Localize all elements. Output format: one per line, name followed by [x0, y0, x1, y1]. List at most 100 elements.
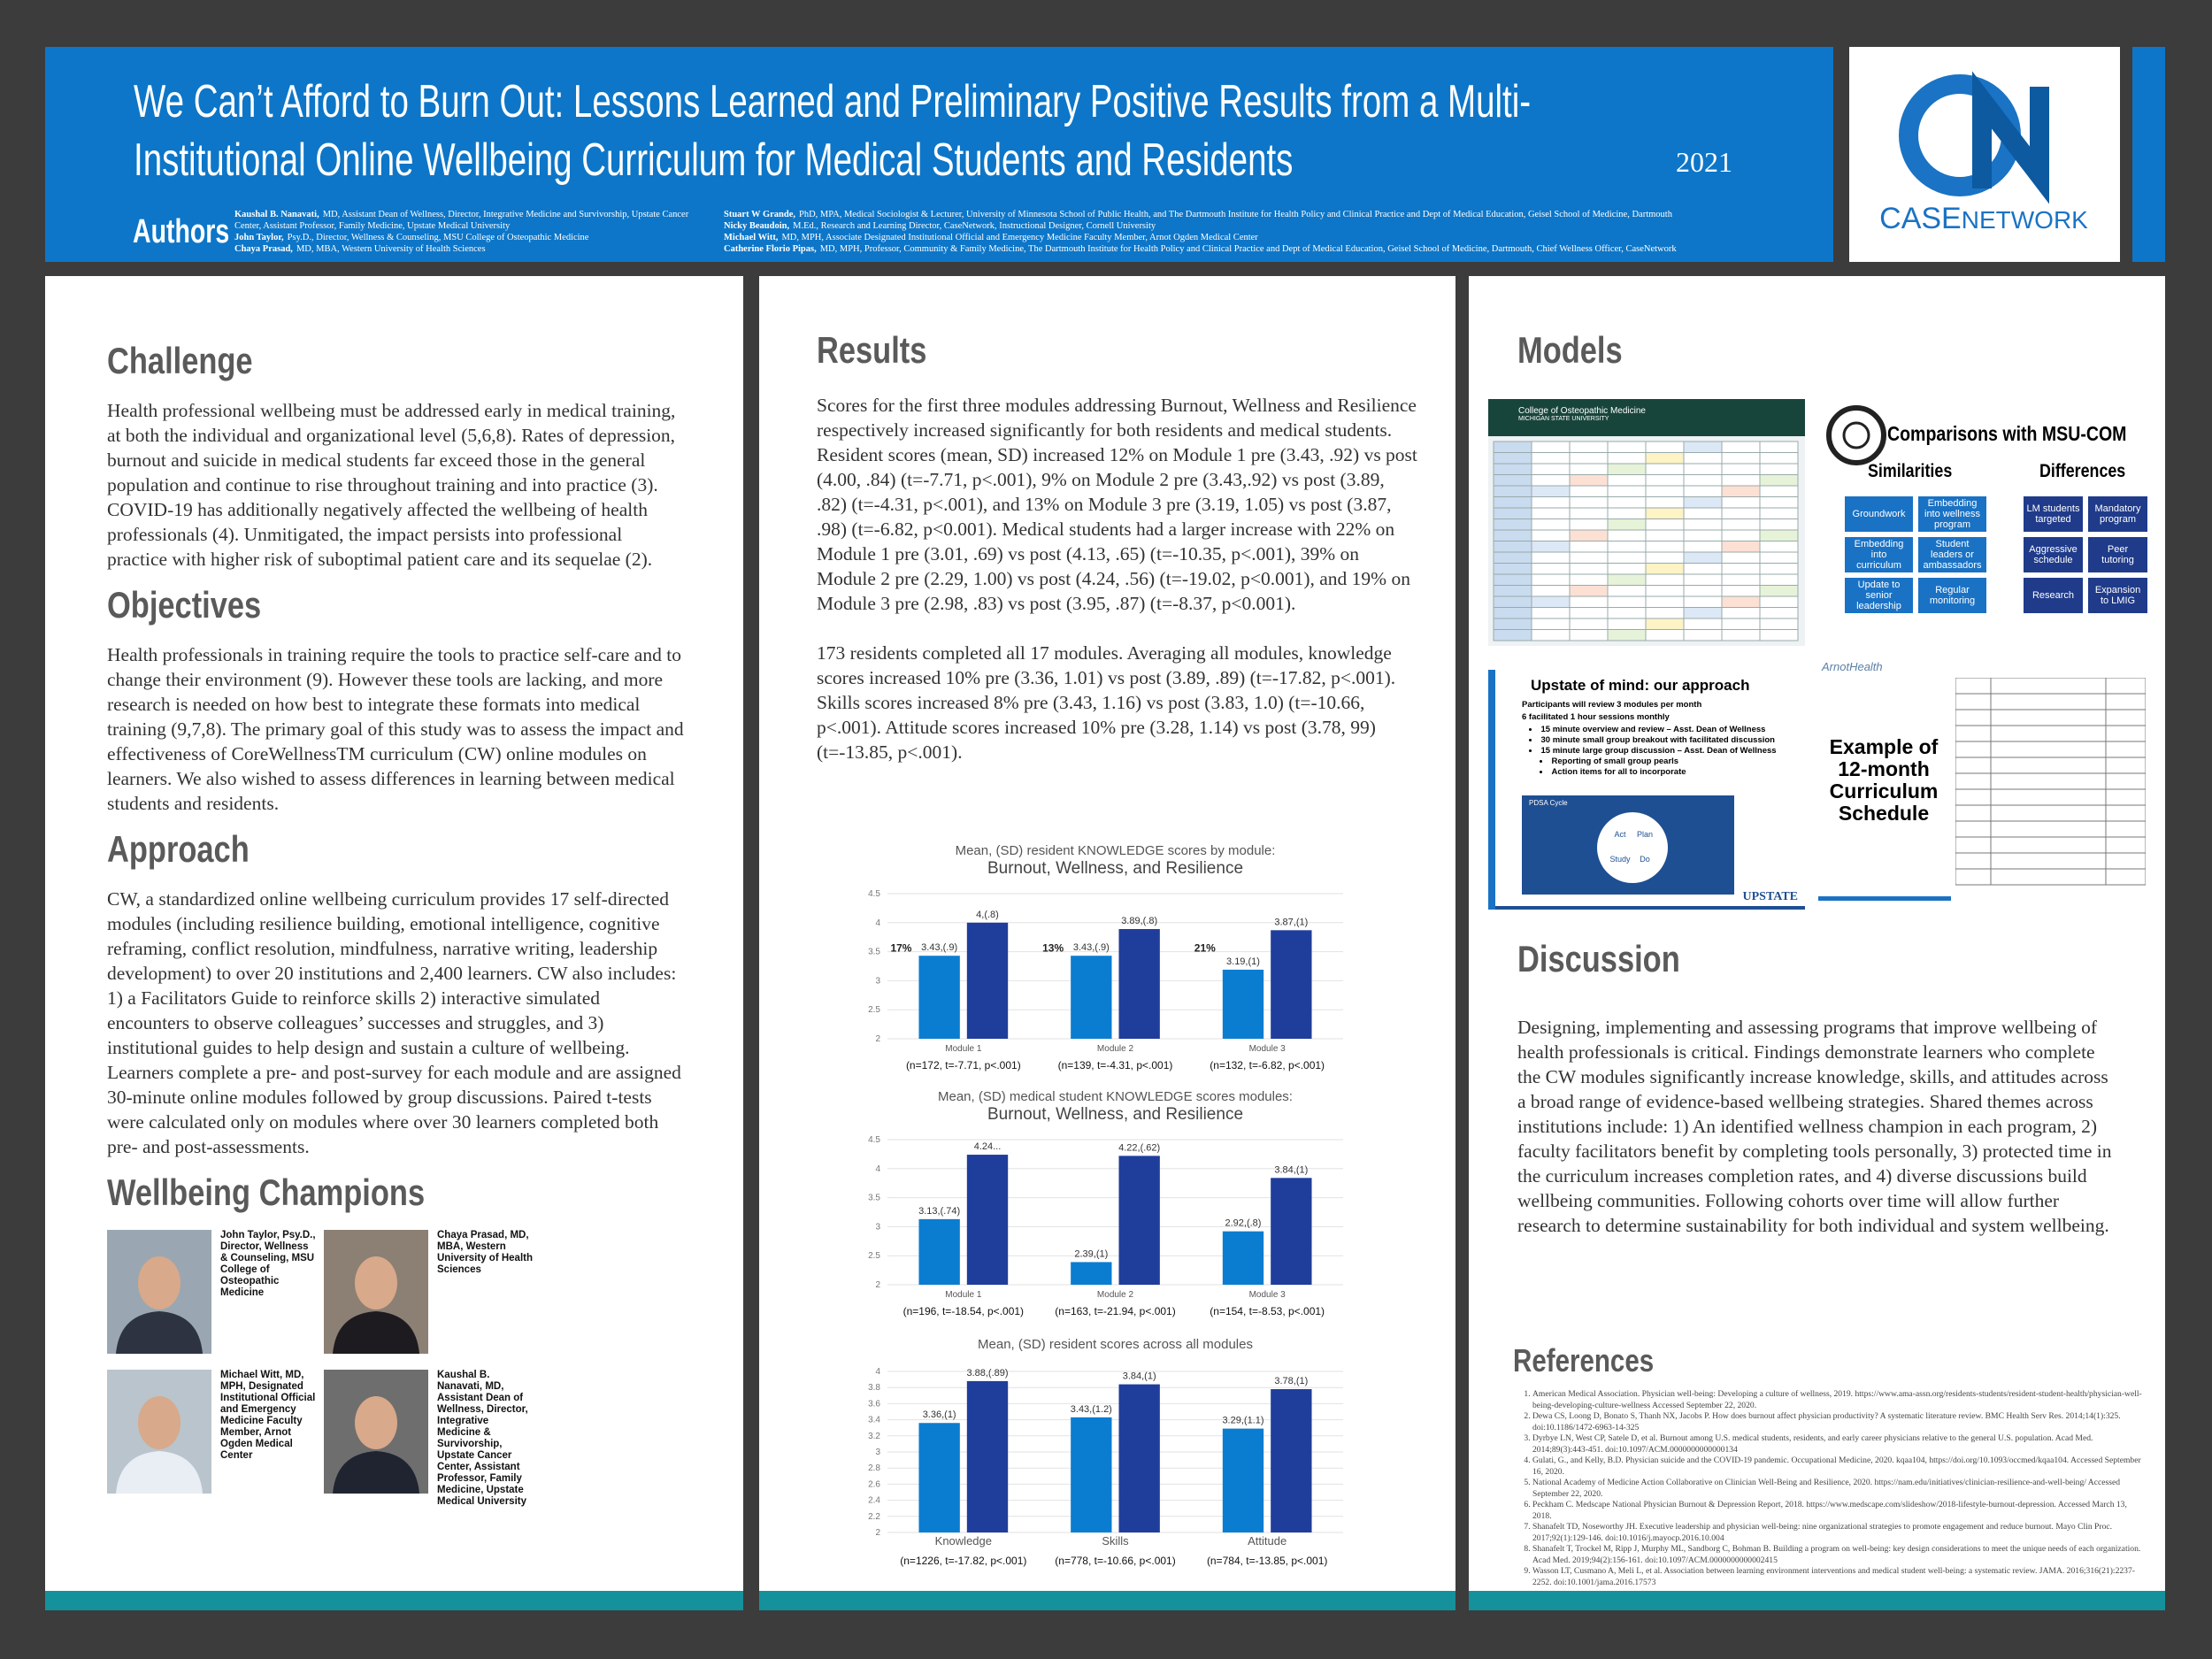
y-tick-label: 3.4: [868, 1416, 880, 1425]
table-cell: [1721, 518, 1761, 531]
bar: [918, 1218, 960, 1285]
msu-line: College of Osteopathic Medicine: [1518, 406, 1646, 416]
table-cell: [1531, 573, 1571, 586]
bar: [1271, 1178, 1312, 1285]
table-cell: [1531, 629, 1571, 641]
value-label: 4.22,(.62): [1118, 1142, 1160, 1153]
table-cell: [1990, 868, 2107, 886]
table-cell: [1607, 595, 1647, 608]
table-cell: [2105, 836, 2146, 854]
rule: [1495, 906, 1805, 910]
reference: Gulati, G., and Kelly, B.D. Physician su…: [1532, 1455, 2147, 1478]
section-text: Health professionals in training require…: [107, 644, 684, 814]
table-cell: [1645, 507, 1685, 519]
table-cell: [1531, 618, 1571, 630]
author-name: Chaya Prasad,: [234, 244, 293, 254]
section-text: Scores for the first three modules addre…: [817, 395, 1417, 614]
chart-subtitle: Burnout, Wellness, and Resilience: [987, 1105, 1243, 1124]
bar: [1271, 1389, 1312, 1532]
cycle-step: Plan: [1637, 830, 1653, 839]
author: Catherine Florio Pipas, MD, MPH, Professo…: [724, 243, 1830, 255]
bar: [1118, 1156, 1160, 1285]
references: American Medical Association. Physician …: [1513, 1389, 2147, 1588]
title-line: Institutional Online Wellbeing Curriculu…: [134, 134, 1294, 186]
table-cell: [1683, 618, 1723, 630]
table-cell: [2105, 741, 2146, 758]
value-label: 3.19,(1): [1226, 956, 1260, 967]
photo-body: [116, 1311, 203, 1354]
reference: Shanafelt TD, Noseworthy JH. Executive l…: [1532, 1522, 2147, 1544]
photo: [324, 1370, 428, 1494]
section-heading: Wellbeing Champions: [107, 1171, 426, 1213]
table-cell: [1721, 485, 1761, 497]
table-cell: [1493, 618, 1532, 630]
bar: [1071, 956, 1112, 1039]
table-cell: [1955, 788, 1992, 806]
table-cell: [1990, 804, 2107, 822]
comparison-title: Comparisons with MSU-COM: [1887, 422, 2127, 445]
table-cell: [1990, 725, 2107, 742]
table-cell: [1607, 518, 1647, 531]
reference: National Academy of Medicine Action Coll…: [1532, 1478, 2147, 1500]
value-label: 3.87,(1): [1274, 917, 1308, 927]
arnot-caption: Example of 12-month Curriculum Schedule: [1829, 735, 1939, 825]
section-heading: Models: [1517, 329, 1623, 371]
table-cell: [1759, 529, 1799, 541]
table-cell: [1721, 563, 1761, 575]
cycle-step: Study: [1609, 855, 1631, 864]
table-cell: [1759, 595, 1799, 608]
value-label: 3.43,(1.2): [1071, 1404, 1112, 1415]
value-label: 3.78,(1): [1274, 1376, 1308, 1386]
chart-container: Mean, (SD) medical student KNOWLEDGE sco…: [848, 1088, 1370, 1340]
author-details: PhD, MPA, Medical Sociologist & Lecturer…: [799, 210, 1672, 219]
table-cell: [1569, 573, 1609, 586]
table-cell: [1721, 629, 1761, 641]
x-tick-label: Module 1: [945, 1044, 982, 1054]
table-cell: [1607, 551, 1647, 564]
table-cell: [1990, 836, 2107, 854]
table-cell: [1569, 585, 1609, 597]
table-cell: [1569, 441, 1609, 453]
table-cell: [1493, 551, 1532, 564]
table-cell: [1493, 496, 1532, 509]
authors-label: Authors: [133, 213, 230, 250]
table-cell: [1569, 563, 1609, 575]
comparison-item: Expansion to LMIG: [2088, 578, 2147, 613]
table-cell: [1569, 629, 1609, 641]
table-cell: [1645, 563, 1685, 575]
table-cell: [1759, 585, 1799, 597]
table-cell: [1759, 463, 1799, 475]
author-name: Nicky Beaudoin,: [724, 221, 790, 231]
champions-grid: John Taylor, Psy.D., Director, Wellness …: [107, 1230, 685, 1508]
champion-caption: Kaushal B. Nanavati, MD, Assistant Dean …: [437, 1370, 528, 1507]
table-cell: [1493, 507, 1532, 519]
table-cell: [1493, 541, 1532, 553]
y-tick-label: 3: [875, 976, 880, 986]
chart: Mean, (SD) medical student KNOWLEDGE sco…: [868, 1089, 1343, 1317]
table-cell: [1683, 485, 1723, 497]
table-cell: [1759, 563, 1799, 575]
table-cell: [1531, 529, 1571, 541]
comparison-item: Regular monitoring: [1918, 578, 1986, 613]
champion: Kaushal B. Nanavati, MD, Assistant Dean …: [324, 1370, 541, 1508]
table-cell: [1493, 607, 1532, 619]
table-cell: [1493, 452, 1532, 465]
table-cell: [1721, 463, 1761, 475]
msu-line: MICHIGAN STATE UNIVERSITY: [1518, 416, 1609, 422]
chart: Mean, (SD) resident KNOWLEDGE scores by …: [868, 843, 1343, 1071]
table-cell: [1721, 441, 1761, 453]
logo-ring: [1899, 74, 2021, 196]
champion: John Taylor, Psy.D., Director, Wellness …: [107, 1230, 324, 1354]
section-heading: Results: [817, 329, 927, 371]
value-label: 4,(.8): [976, 910, 999, 920]
category-note: (n=778, t=-10.66, p<.001): [1055, 1555, 1175, 1567]
y-tick-label: 3.8: [868, 1383, 880, 1393]
upstate-bullet: 15 minute large group discussion – Asst.…: [1522, 746, 1805, 757]
upstate-sub-bullet: Action items for all to incorporate: [1522, 767, 1805, 778]
table-cell: [1645, 607, 1685, 619]
upstate-sub-bullet: Reporting of small group pearls: [1522, 757, 1805, 767]
table-cell: [1645, 485, 1685, 497]
y-tick-label: 3: [875, 1448, 880, 1457]
table-cell: [1569, 529, 1609, 541]
reference: Dyrbye LN, West CP, Satele D, et al. Bur…: [1532, 1433, 2147, 1455]
